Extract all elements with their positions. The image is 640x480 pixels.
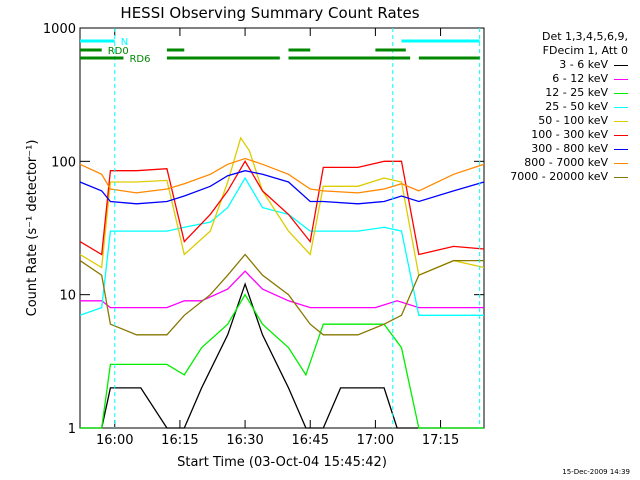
x-tick-label: 17:00	[357, 433, 394, 448]
y-tick-label: 10	[59, 289, 76, 304]
series-line	[80, 293, 484, 429]
y-axis-label: Count Rate (s⁻¹ detector⁻¹)	[25, 140, 40, 317]
legend-entry-label: 800 - 7000 keV	[524, 156, 608, 169]
x-tick-label: 16:15	[161, 433, 198, 448]
x-tick-label: 16:30	[226, 433, 263, 448]
y-tick-label: 1000	[43, 22, 76, 37]
legend-entry: 6 - 12 keV	[552, 72, 628, 85]
legend-swatch	[614, 106, 628, 108]
legend-swatch	[614, 176, 628, 178]
legend-entry: 50 - 100 keV	[538, 114, 628, 127]
legend-swatch	[614, 64, 628, 66]
legend-entry-label: 300 - 800 keV	[531, 142, 608, 155]
legend-swatch	[614, 92, 628, 94]
legend-swatch	[614, 134, 628, 136]
y-tick-label: 100	[51, 155, 76, 170]
legend-entry: 3 - 6 keV	[559, 58, 628, 71]
series-line	[79, 176, 484, 316]
legend-entry: 25 - 50 keV	[545, 100, 628, 113]
series-line	[80, 282, 484, 429]
x-tick-label: 16:00	[96, 433, 133, 448]
legend-entry: 12 - 25 keV	[545, 86, 628, 99]
legend-header-line-2: FDecim 1, Att 0	[542, 44, 628, 57]
legend-header-line-1: Det 1,3,4,5,6,9,	[541, 30, 628, 43]
chart-title: HESSI Observing Summary Count Rates	[120, 4, 419, 22]
legend-swatch	[614, 162, 628, 164]
plot-timestamp: 15-Dec-2009 14:39	[562, 468, 630, 476]
legend-swatch	[614, 148, 628, 150]
legend-entry-label: 6 - 12 keV	[552, 72, 608, 85]
y-tick-label: 1	[68, 422, 76, 437]
legend-entry: 300 - 800 keV	[531, 142, 628, 155]
legend-entry-label: 3 - 6 keV	[559, 58, 608, 71]
series-line	[79, 170, 485, 205]
legend-entry: 800 - 7000 keV	[524, 156, 628, 169]
mode-bar-label: RD0	[108, 46, 129, 57]
x-tick-label: 17:15	[422, 433, 459, 448]
legend-swatch	[614, 78, 628, 80]
legend-entry-label: 25 - 50 keV	[545, 100, 608, 113]
legend-entry-label: 100 - 300 keV	[531, 128, 608, 141]
series-line	[79, 157, 485, 194]
series-line	[79, 253, 484, 336]
plot-frame	[79, 27, 485, 429]
mode-bar-label: RD6	[129, 54, 150, 65]
series-line	[79, 136, 485, 277]
series-layer	[79, 136, 485, 429]
legend-entry-label: 50 - 100 keV	[538, 114, 608, 127]
legend-entry: 100 - 300 keV	[531, 128, 628, 141]
x-axis-label: Start Time (03-Oct-04 15:45:42)	[177, 455, 387, 470]
legend-entry-label: 12 - 25 keV	[545, 86, 608, 99]
series-line	[79, 160, 485, 256]
axis-ticks: 16:00 16:15 16:30 16:45 17:00 17:15 1 10 100 1000	[43, 22, 484, 448]
legend-entry-label: 7000 - 20000 keV	[510, 170, 608, 183]
legend-entry: 7000 - 20000 keV	[510, 170, 628, 183]
mode-bar-label: N	[121, 37, 128, 48]
series-line	[80, 270, 484, 309]
x-tick-label: 16:45	[292, 433, 329, 448]
legend-swatch	[614, 120, 628, 122]
